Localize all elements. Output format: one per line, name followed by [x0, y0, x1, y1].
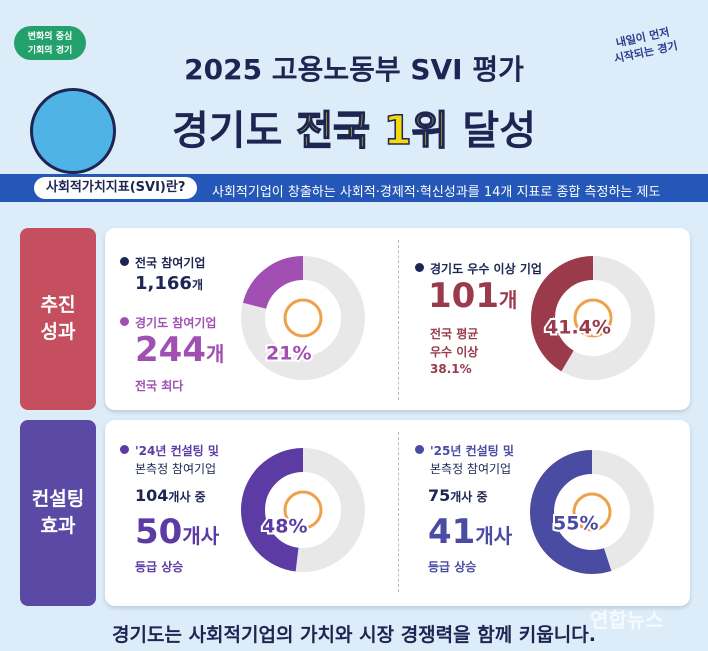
item-note: 전국 최다	[135, 379, 184, 393]
unit: 개	[498, 288, 518, 312]
logo-line: 변화의 중심	[27, 32, 73, 42]
unit: 개	[205, 342, 225, 366]
unit: 개사	[475, 524, 513, 548]
divider	[398, 240, 400, 400]
number: 244	[135, 330, 206, 370]
item-title: 본측정 참여기업	[135, 462, 217, 476]
icon	[572, 492, 612, 532]
number: 104	[135, 486, 169, 505]
label-line: 추진	[40, 294, 76, 317]
item-title: 전국 참여기업	[120, 254, 205, 271]
number: 101	[428, 276, 499, 316]
title-line1: 2025 고용노동부 SVI 평가	[184, 53, 524, 86]
item-number: 50개사	[135, 512, 219, 552]
donut	[531, 256, 655, 380]
title-line2: 경기도 전국 1위 달성	[0, 98, 708, 156]
donut-arc	[241, 256, 365, 380]
donut	[530, 450, 654, 574]
item-title: 경기도 참여기업	[120, 314, 216, 331]
donut-arc	[241, 448, 365, 572]
icon	[283, 298, 323, 338]
logo-left: 변화의 중심 기회의 경기	[14, 26, 86, 60]
title-suffix: 달성	[462, 108, 537, 154]
divider	[398, 432, 400, 592]
footer: 경기도는 사회적기업의 가치와 시장 경쟁력을 함께 키웁니다.	[112, 624, 596, 646]
item-number: 101개	[428, 276, 517, 316]
item-note: 38.1%	[430, 362, 472, 376]
number: 75	[428, 486, 451, 505]
unit: 개사 중	[168, 490, 206, 504]
donut-label: 48%	[262, 516, 307, 538]
label-line: 효과	[40, 515, 76, 537]
item-title: 경기도 우수 이상 기업	[415, 260, 542, 277]
item-number: 1,166개	[135, 273, 203, 294]
icon	[283, 490, 323, 530]
mascot	[30, 88, 116, 174]
unit: 개	[191, 278, 203, 292]
title-highlight: 전국 1위	[296, 107, 450, 155]
donut	[241, 448, 365, 572]
donut-label: 55%	[553, 513, 598, 535]
unit: 개사 중	[450, 490, 488, 504]
donut-label: 41.4%	[545, 317, 611, 339]
item-base: 75개사 중	[428, 486, 488, 505]
donut-arc	[530, 450, 654, 574]
definition-label: 사회적가치지표(SVI)란?	[34, 177, 198, 199]
definition-text: 사회적기업이 창출하는 사회적·경제적·혁신성과를 14개 지표로 종합 측정하…	[212, 185, 661, 200]
icon	[573, 298, 613, 338]
label-line: 컨설팅	[31, 488, 85, 511]
item-title: '24년 컨설팅 및	[120, 442, 219, 459]
item-note: 등급 상승	[135, 560, 184, 574]
item-title: 본측정 참여기업	[430, 462, 512, 476]
item-number: 244개	[135, 330, 224, 370]
number: 50	[135, 512, 183, 552]
label-line: 성과	[40, 321, 76, 343]
donut	[241, 256, 365, 380]
donut-label: 21%	[266, 343, 311, 365]
item-base: 104개사 중	[135, 486, 206, 505]
number: 41	[428, 512, 476, 552]
item-note: 전국 평균	[430, 327, 479, 341]
unit: 개사	[182, 524, 220, 548]
number: 1,166	[135, 273, 192, 294]
watermark: 연합뉴스	[590, 608, 664, 632]
item-note: 등급 상승	[428, 560, 477, 574]
donut-arc	[531, 256, 655, 380]
item-note: 우수 이상	[430, 345, 479, 359]
title-prefix: 경기도	[171, 108, 283, 154]
item-number: 41개사	[428, 512, 512, 552]
item-title: '25년 컨설팅 및	[415, 442, 514, 459]
logo-line: 기회의 경기	[27, 46, 73, 56]
